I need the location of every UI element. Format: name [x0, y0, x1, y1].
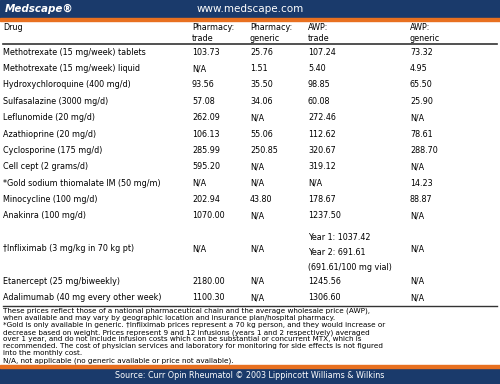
Text: Adalimumab (40 mg every other week): Adalimumab (40 mg every other week) — [3, 293, 162, 302]
Text: Leflunomide (20 mg/d): Leflunomide (20 mg/d) — [3, 113, 95, 122]
Text: 1070.00: 1070.00 — [192, 212, 224, 220]
Text: N/A: N/A — [410, 293, 424, 302]
Text: 73.32: 73.32 — [410, 48, 433, 57]
Text: 112.62: 112.62 — [308, 129, 336, 139]
Text: AWP:
trade: AWP: trade — [308, 23, 330, 43]
Text: N/A: N/A — [410, 162, 424, 171]
Bar — [0, 0, 500, 18]
Text: when available and may vary by geographic location and insurance plan/hospital p: when available and may vary by geographi… — [3, 315, 335, 321]
Text: 1237.50: 1237.50 — [308, 212, 341, 220]
Text: 272.46: 272.46 — [308, 113, 336, 122]
Text: (691.61/100 mg vial): (691.61/100 mg vial) — [308, 263, 392, 272]
Text: 107.24: 107.24 — [308, 48, 336, 57]
Text: 25.90: 25.90 — [410, 97, 433, 106]
Text: 320.67: 320.67 — [308, 146, 336, 155]
Text: N/A: N/A — [410, 113, 424, 122]
Text: N/A: N/A — [250, 179, 264, 188]
Text: Sulfasalazine (3000 mg/d): Sulfasalazine (3000 mg/d) — [3, 97, 108, 106]
Text: Cyclosporine (175 mg/d): Cyclosporine (175 mg/d) — [3, 146, 102, 155]
Text: 1245.56: 1245.56 — [308, 277, 341, 286]
Text: Medscape®: Medscape® — [5, 4, 74, 14]
Text: N/A: N/A — [192, 64, 206, 73]
Text: 106.13: 106.13 — [192, 129, 220, 139]
Text: recommended. The cost of physician services and laboratory for monitoring for si: recommended. The cost of physician servi… — [3, 343, 383, 349]
Text: N/A: N/A — [250, 212, 264, 220]
Text: 34.06: 34.06 — [250, 97, 272, 106]
Text: 319.12: 319.12 — [308, 162, 336, 171]
Text: into the monthly cost.: into the monthly cost. — [3, 350, 82, 356]
Text: N/A: N/A — [250, 244, 264, 253]
Text: 57.08: 57.08 — [192, 97, 215, 106]
Text: 98.85: 98.85 — [308, 80, 331, 89]
Text: 595.20: 595.20 — [192, 162, 220, 171]
Text: N/A: N/A — [250, 113, 264, 122]
Text: www.medscape.com: www.medscape.com — [196, 4, 304, 14]
Text: 35.50: 35.50 — [250, 80, 273, 89]
Text: Pharmacy:
trade: Pharmacy: trade — [192, 23, 234, 43]
Text: N/A: N/A — [250, 293, 264, 302]
Text: N/A: N/A — [250, 162, 264, 171]
Text: 1100.30: 1100.30 — [192, 293, 224, 302]
Text: 65.50: 65.50 — [410, 80, 433, 89]
Text: Methotrexate (15 mg/week) liquid: Methotrexate (15 mg/week) liquid — [3, 64, 140, 73]
Text: Cell cept (2 grams/d): Cell cept (2 grams/d) — [3, 162, 88, 171]
Text: Drug: Drug — [3, 23, 22, 32]
Text: 202.94: 202.94 — [192, 195, 220, 204]
Text: 78.61: 78.61 — [410, 129, 432, 139]
Text: N/A: N/A — [250, 277, 264, 286]
Text: 88.87: 88.87 — [410, 195, 432, 204]
Text: N/A: N/A — [410, 212, 424, 220]
Text: †Infliximab (3 mg/kg in 70 kg pt): †Infliximab (3 mg/kg in 70 kg pt) — [3, 244, 134, 253]
Text: N/A, not applicable (no generic available or price not available).: N/A, not applicable (no generic availabl… — [3, 357, 234, 364]
Text: Anakinra (100 mg/d): Anakinra (100 mg/d) — [3, 212, 86, 220]
Text: decrease based on weight. Prices represent 9 and 12 infusions (years 1 and 2 res: decrease based on weight. Prices represe… — [3, 329, 370, 336]
Text: 285.99: 285.99 — [192, 146, 220, 155]
Text: 1.51: 1.51 — [250, 64, 268, 73]
Text: Year 1: 1037.42: Year 1: 1037.42 — [308, 233, 370, 242]
Text: Minocycline (100 mg/d): Minocycline (100 mg/d) — [3, 195, 98, 204]
Text: Source: Curr Opin Rheumatol © 2003 Lippincott Williams & Wilkins: Source: Curr Opin Rheumatol © 2003 Lippi… — [116, 371, 384, 381]
Text: N/A: N/A — [410, 277, 424, 286]
Text: Methotrexate (15 mg/week) tablets: Methotrexate (15 mg/week) tablets — [3, 48, 146, 57]
Bar — [0, 368, 500, 384]
Bar — [0, 18, 500, 21]
Text: Etanercept (25 mg/biweekly): Etanercept (25 mg/biweekly) — [3, 277, 120, 286]
Text: 14.23: 14.23 — [410, 179, 432, 188]
Text: 43.80: 43.80 — [250, 195, 272, 204]
Text: 103.73: 103.73 — [192, 48, 220, 57]
Text: over 1 year, and do not include infusion costs which can be substantial or concu: over 1 year, and do not include infusion… — [3, 336, 362, 342]
Text: 93.56: 93.56 — [192, 80, 215, 89]
Text: 2180.00: 2180.00 — [192, 277, 224, 286]
Text: These prices reflect those of a national pharmaceutical chain and the average wh: These prices reflect those of a national… — [3, 308, 370, 314]
Text: N/A: N/A — [308, 179, 322, 188]
Text: 60.08: 60.08 — [308, 97, 330, 106]
Text: Hydroxychloroquine (400 mg/d): Hydroxychloroquine (400 mg/d) — [3, 80, 131, 89]
Text: 55.06: 55.06 — [250, 129, 273, 139]
Text: N/A: N/A — [192, 244, 206, 253]
Text: Pharmacy:
generic: Pharmacy: generic — [250, 23, 292, 43]
Text: Year 2: 691.61: Year 2: 691.61 — [308, 248, 366, 257]
Text: 4.95: 4.95 — [410, 64, 428, 73]
Text: N/A: N/A — [192, 179, 206, 188]
Text: 250.85: 250.85 — [250, 146, 278, 155]
Text: 5.40: 5.40 — [308, 64, 326, 73]
Text: *Gold is only available in generic. †Infliximab prices represent a 70 kg person,: *Gold is only available in generic. †Inf… — [3, 322, 385, 328]
Text: 262.09: 262.09 — [192, 113, 220, 122]
Bar — [0, 365, 500, 368]
Text: 25.76: 25.76 — [250, 48, 273, 57]
Text: 1306.60: 1306.60 — [308, 293, 340, 302]
Text: 178.67: 178.67 — [308, 195, 336, 204]
Text: *Gold sodium thiomalate IM (50 mg/m): *Gold sodium thiomalate IM (50 mg/m) — [3, 179, 160, 188]
Text: Azathioprine (20 mg/d): Azathioprine (20 mg/d) — [3, 129, 96, 139]
Text: N/A: N/A — [410, 244, 424, 253]
Text: 288.70: 288.70 — [410, 146, 438, 155]
Text: AWP:
generic: AWP: generic — [410, 23, 440, 43]
